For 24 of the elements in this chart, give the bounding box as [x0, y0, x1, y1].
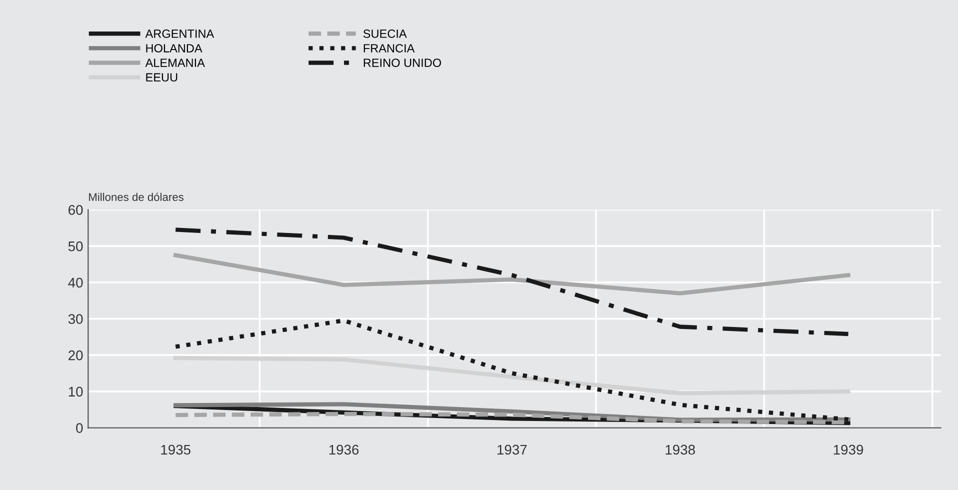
x-tick-label: 1939: [834, 444, 864, 455]
legend-label: EEUU: [146, 73, 178, 82]
y-tick-label: 30: [68, 314, 83, 324]
line-series: [174, 356, 850, 396]
y-tick-label: 60: [68, 205, 83, 215]
legend-label: ARGENTINA: [145, 30, 214, 38]
line-series: [174, 318, 850, 422]
x-tick-label: 1938: [666, 444, 695, 455]
x-tick-label: 1937: [498, 444, 527, 455]
legend-label: ALEMANIA: [145, 58, 205, 67]
legend-label: SUECIA: [363, 30, 407, 38]
y-tick-label: 10: [68, 386, 83, 397]
y-axis-title: Millones de dólares: [89, 192, 184, 201]
legend-label: FRANCIA: [364, 44, 415, 52]
legend-label: HOLANDA: [146, 44, 202, 52]
y-tick-label: 40: [68, 278, 83, 288]
line-series: [174, 253, 850, 296]
y-tick-label: 20: [68, 350, 83, 360]
x-tick-label: 1936: [329, 444, 359, 455]
legend-label: REINO UNIDO: [364, 58, 442, 67]
y-tick-label: 50: [68, 241, 83, 252]
y-tick-label: 0: [76, 423, 83, 433]
line-series: [174, 228, 850, 336]
x-tick-label: 1935: [161, 444, 190, 455]
